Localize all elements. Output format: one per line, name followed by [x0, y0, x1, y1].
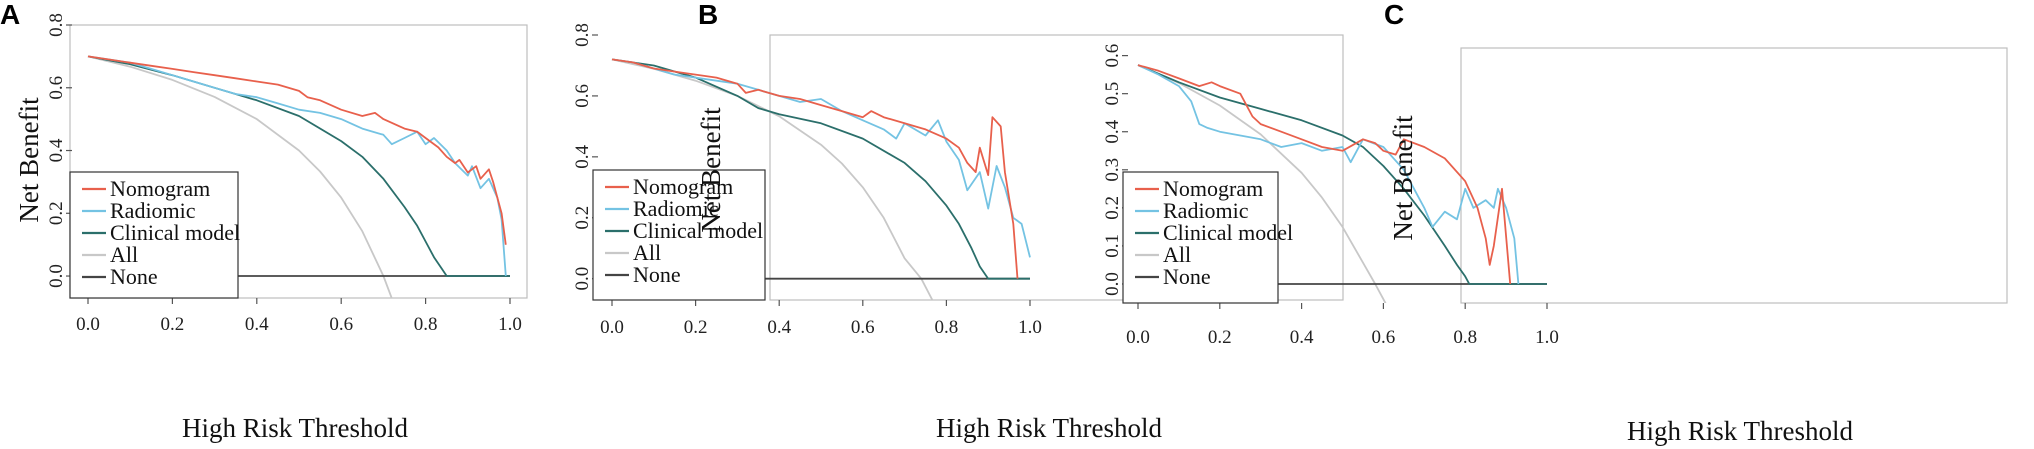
- panel-c-x-tick-label: 0.8: [1453, 327, 1477, 348]
- panel-a-series-radiomic: [87, 55, 507, 277]
- panel-c-plot-area: [1460, 47, 2008, 304]
- panel-b-y-axis-title: Net Benefit: [696, 107, 726, 233]
- panel-c-x-tick-label: 0.0: [1126, 327, 1150, 348]
- panel-c-x-tick-label: 0.4: [1290, 327, 1314, 348]
- panel-b-legend-label: Clinical model: [633, 218, 763, 243]
- panel-c-x-axis-title: High Risk Threshold: [1627, 416, 1854, 446]
- panel-b-y-tick-label: 0.6: [572, 84, 593, 108]
- panel-b-legend-label: None: [633, 262, 681, 287]
- panel-c-legend-label: Nomogram: [1163, 176, 1263, 201]
- panel-b-series-clinical-model: [611, 58, 1030, 280]
- panel-a-y-tick-label: 0.4: [46, 138, 67, 162]
- panel-a-legend-label: Nomogram: [110, 176, 210, 201]
- panel-a-x-tick-label: 0.6: [329, 314, 353, 335]
- panel-b-x-tick-label: 0.2: [684, 317, 708, 338]
- panel-b-legend-box: [592, 169, 766, 301]
- panel-c-y-axis-title: Net Benefit: [1388, 115, 1418, 241]
- panel-a-plot-area: [69, 24, 528, 299]
- panel-b-ticks: 0.0 0.2 0.4 0.6 0.8 1.0 0.0 0.2 0.4 0.6 0.8: [572, 23, 1042, 338]
- panel-c-y-tick-label: 0.1: [1102, 234, 1123, 258]
- panel-c-y-tick-label: 0.3: [1102, 158, 1123, 182]
- panel-a-curves: [87, 55, 510, 298]
- panel-a-y-tick-label: 0.2: [46, 201, 67, 225]
- panel-b-x-tick-label: 0.0: [600, 317, 624, 338]
- panel-b-y-tick-label: 0.4: [572, 144, 593, 168]
- panel-c-x-tick-label: 0.6: [1372, 327, 1396, 348]
- panel-c-y-tick-label: 0.4: [1102, 119, 1123, 143]
- panel-b-legend-label: Radiomic: [633, 196, 719, 221]
- panel-c-legend-label: Radiomic: [1163, 198, 1249, 223]
- panel-a-y-tick-label: 0.0: [46, 264, 67, 288]
- panel-b-series-all: [611, 58, 934, 300]
- panel-b-x-tick-label: 0.8: [935, 317, 959, 338]
- panel-c-series-clinical-model: [1137, 64, 1547, 285]
- panel-c-x-tick-label: 0.2: [1208, 327, 1232, 348]
- panel-c-ticks: 0.0 0.2 0.4 0.6 0.8 1.0 0.0 0.1 0.2 0.3 0.4 0.5 0.6: [1102, 44, 1559, 348]
- panel-c-x-tick-label: 1.0: [1535, 327, 1559, 348]
- panel-a-legend-label: All: [110, 242, 138, 267]
- panel-b-series-nomogram: [611, 58, 1019, 279]
- panel-a-y-axis-title: Net Benefit: [14, 97, 44, 223]
- panel-c-y-tick-label: 0.6: [1102, 44, 1123, 68]
- panel-a: A 0.0 0.2 0.4 0.6 0.8 1.0 0.0 0.2 0.4 0.6 0.8 Nomo…: [0, 0, 528, 443]
- panel-a-x-tick-label: 0.4: [245, 314, 269, 335]
- panel-b: B 0.0 0.2 0.4 0.6 0.8 1.0 0.0 0.2 0.4 0.6 0.8 Nomo…: [572, 0, 1344, 443]
- panel-a-y-tick-label: 0.8: [46, 13, 67, 37]
- panel-a-x-tick-label: 0.8: [414, 314, 438, 335]
- panel-a-legend-label: Clinical model: [110, 220, 240, 245]
- panel-c-letter: C: [1384, 0, 1404, 30]
- panel-a-x-axis-title: High Risk Threshold: [182, 413, 409, 443]
- panel-b-y-tick-label: 0.8: [572, 23, 593, 47]
- panel-c-curves: [1137, 64, 1547, 303]
- panel-c-series-all: [1137, 64, 1387, 303]
- panel-a-legend-label: None: [110, 264, 158, 289]
- panel-c-legend-box: [1122, 171, 1279, 304]
- panel-b-x-tick-label: 0.6: [851, 317, 875, 338]
- panel-c-legend-label: All: [1163, 242, 1191, 267]
- panel-a-legend-label: Radiomic: [110, 198, 196, 223]
- panel-a-series-nomogram: [87, 55, 507, 245]
- panel-b-legend-label: Nomogram: [633, 174, 733, 199]
- panel-c-y-tick-label: 0.0: [1102, 272, 1123, 296]
- panel-a-letter: A: [0, 0, 20, 30]
- panel-c-series-nomogram: [1137, 64, 1512, 285]
- panel-a-y-tick-label: 0.6: [46, 76, 67, 100]
- panel-b-x-tick-label: 0.4: [767, 317, 791, 338]
- panel-b-series-radiomic: [611, 58, 1031, 258]
- panel-b-x-tick-label: 1.0: [1018, 317, 1042, 338]
- panel-b-letter: B: [698, 0, 718, 30]
- panel-b-x-axis-title: High Risk Threshold: [936, 413, 1163, 443]
- panel-b-legend-label: All: [633, 240, 661, 265]
- panel-c-legend-label: None: [1163, 264, 1211, 289]
- panel-b-y-tick-label: 0.0: [572, 267, 593, 291]
- panel-a-ticks: 0.0 0.2 0.4 0.6 0.8 1.0 0.0 0.2 0.4 0.6 0.8: [46, 13, 522, 335]
- panel-b-y-tick-label: 0.2: [572, 206, 593, 230]
- panel-c-y-tick-label: 0.5: [1102, 82, 1123, 106]
- panel-a-x-tick-label: 0.0: [76, 314, 100, 335]
- panel-a-x-tick-label: 0.2: [161, 314, 185, 335]
- panel-a-series-all: [87, 55, 393, 298]
- panel-c-legend-label: Clinical model: [1163, 220, 1293, 245]
- panel-c-y-tick-label: 0.2: [1102, 196, 1123, 220]
- panel-b-plot-area: [769, 34, 1344, 301]
- panel-a-x-tick-label: 1.0: [498, 314, 522, 335]
- panel-c: C 0.0 0.2 0.4 0.6 0.8 1.00.00.10.20.30.40.50.…: [1102, 0, 2008, 446]
